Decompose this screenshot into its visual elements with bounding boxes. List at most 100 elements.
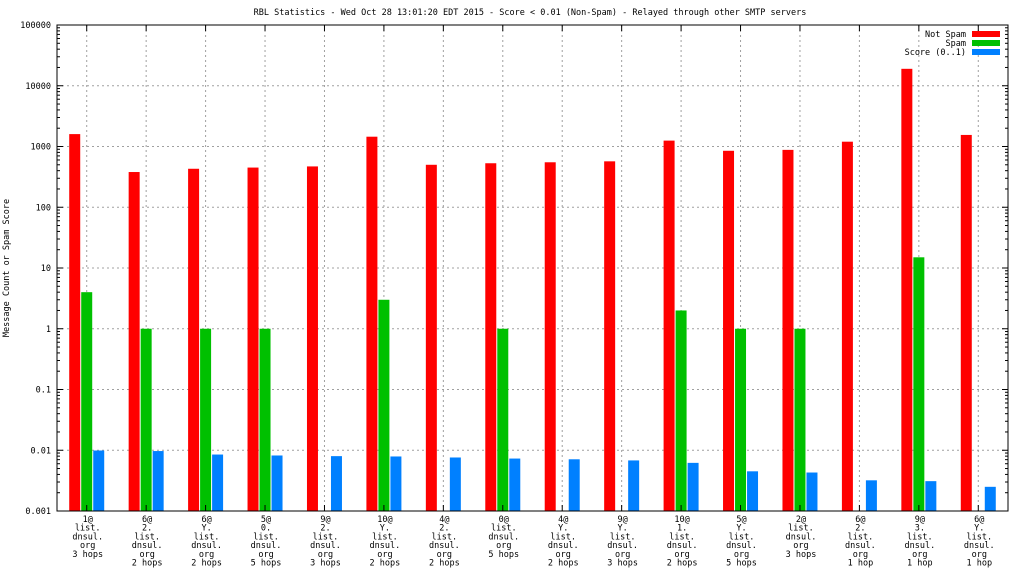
x-tick-label: 6@ Y. list. dnsul. org 1 hop bbox=[964, 515, 995, 569]
x-tick-label-line: list. bbox=[966, 532, 992, 542]
x-tick-label-line: org bbox=[258, 550, 273, 560]
x-tick-label-line: 6@ bbox=[142, 515, 152, 525]
x-tick-label-line: list. bbox=[788, 524, 814, 534]
x-tick-label-line: dnsul. bbox=[429, 541, 460, 551]
x-tick-label-line: org bbox=[437, 550, 452, 560]
x-tick-label: 2@ list. dnsul. org 3 hops bbox=[786, 515, 817, 560]
x-tick-label: 4@ 2. list. dnsul. org 2 hops bbox=[429, 515, 460, 569]
x-tick-label-line: org bbox=[615, 550, 630, 560]
bar-not-spam bbox=[544, 162, 556, 512]
x-tick-label-line: dnsul. bbox=[964, 541, 995, 551]
legend-label: Spam bbox=[946, 39, 966, 49]
x-tick-label-line: list. bbox=[669, 532, 695, 542]
x-tick-label-line: 2@ bbox=[796, 515, 806, 525]
x-tick-label-line: 1@ bbox=[83, 515, 93, 525]
x-tick-label-line: 3 hops bbox=[786, 550, 817, 560]
bar-not-spam bbox=[247, 167, 259, 512]
x-tick-label-line: 2 hops bbox=[132, 559, 163, 569]
bar-not-spam bbox=[425, 164, 437, 511]
x-tick-label-line: dnsul. bbox=[726, 541, 757, 551]
bar-not-spam bbox=[723, 150, 735, 512]
bar-not-spam bbox=[901, 68, 913, 511]
x-tick-label-line: 6@ bbox=[974, 515, 984, 525]
x-tick-label-line: 3 hops bbox=[310, 559, 341, 569]
x-tick-label-line: 2 hops bbox=[429, 559, 460, 569]
x-tick-label: 6@ Y. list. dnsul. org 2 hops bbox=[191, 515, 222, 569]
bar-score-0-1 bbox=[152, 451, 164, 511]
x-tick-label-line: dnsul. bbox=[786, 532, 817, 542]
bar-score-0-1 bbox=[212, 454, 224, 511]
y-tick-label: 0.001 bbox=[25, 507, 51, 517]
x-tick-label-line: org bbox=[674, 550, 689, 560]
bar-score-0-1 bbox=[93, 450, 105, 511]
chart-title: RBL Statistics - Wed Oct 28 13:01:20 EDT… bbox=[254, 8, 807, 18]
x-tick-label-line: list. bbox=[372, 532, 398, 542]
x-tick-label-line: 10@ bbox=[377, 515, 392, 525]
x-tick-label-line: org bbox=[496, 541, 511, 551]
x-tick-label-line: 2. bbox=[142, 524, 152, 534]
x-tick-label-line: list. bbox=[134, 532, 160, 542]
x-tick-label: 1@ list. dnsul. org 3 hops bbox=[72, 515, 103, 560]
x-tick-label-line: 1 hop bbox=[907, 559, 933, 569]
x-tick-label-line: 5@ bbox=[736, 515, 746, 525]
x-tick-label-line: 6@ bbox=[201, 515, 211, 525]
x-tick-label-line: 1 hop bbox=[966, 559, 992, 569]
x-tick-label-line: dnsul. bbox=[251, 541, 282, 551]
legend-swatch bbox=[972, 49, 1000, 55]
bar-score-0-1 bbox=[984, 486, 996, 511]
x-tick-label-line: 1 hop bbox=[848, 559, 874, 569]
x-tick-label-line: list. bbox=[491, 524, 517, 534]
bar-score-0-1 bbox=[449, 457, 461, 511]
x-tick-label: 0@ list. dnsul. org 5 hops bbox=[488, 515, 519, 560]
y-tick-label: 10 bbox=[41, 264, 51, 274]
bar-score-0-1 bbox=[271, 455, 283, 511]
x-tick-label-line: 3 hops bbox=[72, 550, 103, 560]
x-tick-label-line: 5 hops bbox=[726, 559, 757, 569]
x-tick-label-line: Y. bbox=[736, 524, 746, 534]
x-tick-label-line: 0@ bbox=[499, 515, 509, 525]
x-tick-label-line: 3. bbox=[915, 524, 925, 534]
x-tick-label-line: org bbox=[199, 550, 214, 560]
x-tick-label-line: org bbox=[793, 541, 808, 551]
x-tick-label-line: Y. bbox=[558, 524, 568, 534]
bar-score-0-1 bbox=[687, 462, 699, 511]
bar-not-spam bbox=[782, 149, 794, 511]
x-tick-label-line: dnsul. bbox=[904, 541, 935, 551]
bars bbox=[69, 68, 996, 512]
x-tick-label-line: 1. bbox=[677, 524, 687, 534]
x-tick-label: 4@ Y. list. dnsul. org 2 hops bbox=[548, 515, 579, 569]
x-tick-label-line: list. bbox=[610, 532, 636, 542]
x-tick-label-line: dnsul. bbox=[310, 541, 341, 551]
legend-swatch bbox=[972, 31, 1000, 37]
x-tick-label-line: 2. bbox=[855, 524, 865, 534]
bar-score-0-1 bbox=[747, 471, 759, 511]
x-tick-label-line: Y. bbox=[974, 524, 984, 534]
x-tick-label: 10@ 1. list. dnsul. org 2 hops bbox=[667, 515, 698, 569]
y-tick-label: 0.1 bbox=[36, 386, 51, 396]
x-tick-label-line: 3 hops bbox=[607, 559, 638, 569]
x-tick-label-line: dnsul. bbox=[72, 532, 103, 542]
bar-spam bbox=[81, 292, 93, 511]
x-tick-label: 5@ 0. list. dnsul. org 5 hops bbox=[251, 515, 282, 569]
x-tick-label-line: 2 hops bbox=[370, 559, 401, 569]
bar-score-0-1 bbox=[806, 472, 818, 511]
x-tick-label-line: list. bbox=[432, 532, 458, 542]
x-tick-label-line: Y. bbox=[618, 524, 628, 534]
x-tick-label: 9@ 2. list. dnsul. org 3 hops bbox=[310, 515, 341, 569]
x-tick-label-line: 2 hops bbox=[667, 559, 698, 569]
x-tick-label-line: dnsul. bbox=[191, 541, 222, 551]
x-tick-label-line: list. bbox=[194, 532, 220, 542]
x-tick-label-line: 9@ bbox=[915, 515, 925, 525]
x-tick-label-line: 2. bbox=[439, 524, 449, 534]
x-tick-label-line: org bbox=[853, 550, 868, 560]
x-tick-label-line: org bbox=[377, 550, 392, 560]
bar-not-spam bbox=[128, 172, 140, 512]
x-tick-label: 6@ 2. list. dnsul. org 2 hops bbox=[132, 515, 163, 569]
x-tick-label: 10@ Y. list. dnsul. org 2 hops bbox=[370, 515, 401, 569]
y-tick-label: 100 bbox=[36, 203, 51, 213]
x-tick-label-line: 4@ bbox=[558, 515, 568, 525]
x-tick-label-line: list. bbox=[907, 532, 933, 542]
x-tick-label-line: 10@ bbox=[674, 515, 689, 525]
x-tick-label-line: org bbox=[734, 550, 749, 560]
